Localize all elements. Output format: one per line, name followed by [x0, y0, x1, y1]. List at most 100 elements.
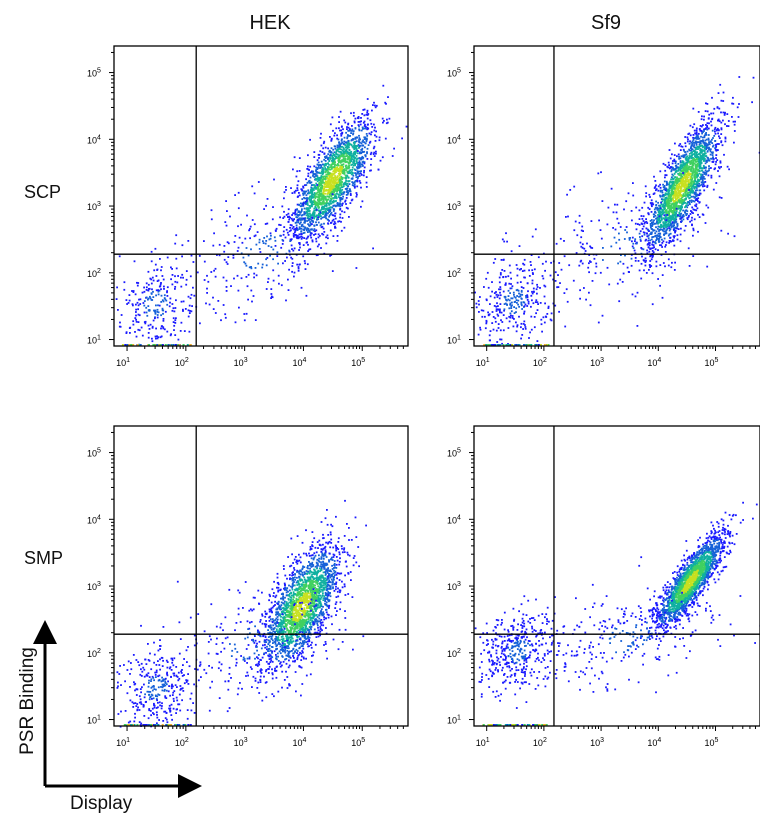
data-point: [649, 266, 651, 268]
data-point: [496, 296, 499, 298]
data-point: [355, 160, 358, 163]
data-point: [363, 127, 365, 130]
data-point: [717, 118, 720, 121]
data-point: [516, 281, 519, 284]
data-point: [692, 227, 695, 230]
data-point: [676, 227, 678, 230]
data-point: [591, 247, 594, 249]
data-point: [660, 214, 662, 217]
data-point: [253, 276, 255, 279]
data-point: [331, 173, 334, 176]
data-point: [298, 236, 301, 239]
data-point: [667, 211, 670, 213]
data-point: [325, 203, 328, 206]
data-point: [651, 236, 654, 239]
data-point: [524, 327, 527, 330]
data-point: [661, 189, 663, 192]
data-point: [334, 132, 336, 135]
data-point: [317, 161, 320, 164]
data-point: [703, 142, 706, 145]
data-point: [646, 243, 649, 246]
data-point: [339, 155, 342, 157]
data-point: [325, 242, 328, 245]
data-point: [497, 294, 500, 297]
data-point: [600, 237, 603, 240]
data-point: [518, 295, 520, 298]
data-point: [354, 153, 356, 156]
data-point: [669, 228, 672, 230]
data-point: [518, 268, 521, 271]
data-point: [565, 288, 568, 291]
data-point: [315, 169, 317, 172]
data-point: [508, 299, 511, 302]
data-point: [675, 167, 677, 170]
data-point: [682, 172, 684, 174]
data-point: [684, 177, 687, 179]
data-point: [353, 183, 356, 186]
data-point: [689, 192, 692, 194]
data-point: [703, 149, 705, 152]
data-point: [655, 204, 658, 206]
data-point: [554, 280, 557, 282]
data-point: [295, 189, 297, 192]
data-point: [182, 300, 185, 303]
data-point: [659, 221, 662, 224]
data-point: [706, 150, 709, 152]
data-point: [503, 240, 506, 243]
data-point: [352, 146, 355, 149]
data-point: [237, 289, 240, 292]
data-point: [311, 205, 313, 207]
data-point: [718, 120, 721, 123]
data-point: [692, 139, 695, 141]
data-point: [707, 134, 710, 136]
data-point: [316, 196, 319, 198]
data-point: [361, 149, 363, 151]
data-point: [659, 207, 662, 210]
data-point: [682, 193, 685, 195]
data-point: [323, 211, 326, 214]
data-point: [343, 143, 345, 146]
data-point: [715, 145, 718, 148]
data-point: [366, 114, 369, 116]
data-point: [499, 286, 502, 288]
data-point: [689, 134, 692, 137]
data-point: [370, 131, 373, 133]
data-point: [650, 224, 652, 227]
data-point: [313, 225, 316, 227]
data-point: [737, 116, 740, 118]
data-point: [328, 166, 331, 169]
data-point: [677, 163, 680, 165]
data-point: [332, 154, 335, 156]
data-point: [255, 274, 258, 277]
data-point: [669, 236, 672, 239]
data-point: [313, 207, 316, 210]
data-point: [375, 150, 377, 153]
data-point: [331, 193, 334, 196]
data-point: [524, 326, 527, 328]
data-point: [676, 224, 679, 227]
data-point: [357, 147, 360, 149]
data-point: [296, 214, 299, 217]
data-point: [661, 242, 664, 244]
data-point: [650, 258, 653, 261]
data-point: [133, 260, 136, 263]
data-point: [316, 201, 318, 204]
data-point: [289, 224, 292, 226]
data-point: [515, 307, 518, 310]
data-point: [360, 129, 363, 132]
data-point: [708, 169, 710, 172]
data-point: [695, 203, 698, 206]
data-point: [659, 236, 662, 238]
data-point: [688, 132, 691, 135]
data-point: [502, 329, 505, 332]
data-point: [677, 214, 679, 217]
data-point: [684, 180, 687, 182]
data-point: [325, 155, 328, 157]
data-point: [706, 110, 709, 113]
data-point: [671, 189, 674, 192]
data-point: [712, 137, 714, 139]
data-point: [686, 136, 689, 139]
data-point: [369, 140, 372, 143]
data-point: [668, 149, 671, 151]
y-tick-label: 102: [87, 268, 101, 279]
